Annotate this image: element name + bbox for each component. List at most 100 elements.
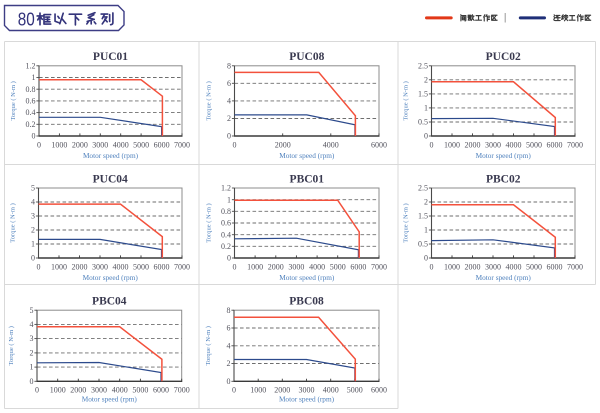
svg-text:Torque ( N-m ): Torque ( N-m ) [205, 203, 212, 242]
svg-text:0: 0 [37, 140, 41, 149]
svg-text:3000: 3000 [92, 262, 108, 271]
svg-text:5000: 5000 [347, 386, 363, 395]
svg-text:Torque ( N-m ): Torque ( N-m ) [402, 81, 409, 120]
svg-text:0: 0 [227, 254, 231, 263]
svg-text:Motor speed (rpm): Motor speed (rpm) [279, 151, 335, 160]
svg-text:1000: 1000 [444, 140, 460, 149]
svg-text:6000: 6000 [350, 262, 366, 271]
svg-text:0: 0 [32, 132, 36, 141]
svg-text:5: 5 [31, 184, 35, 193]
svg-text:1.5: 1.5 [418, 212, 428, 221]
svg-text:0: 0 [424, 132, 428, 141]
svg-text:5: 5 [30, 306, 34, 315]
svg-text:8: 8 [227, 306, 231, 315]
svg-text:2: 2 [30, 349, 34, 358]
svg-text:4: 4 [227, 341, 231, 350]
svg-text:3: 3 [31, 212, 35, 221]
svg-text:PBC04: PBC04 [92, 296, 127, 308]
svg-text:Motor speed (rpm): Motor speed (rpm) [82, 395, 138, 404]
svg-text:7000: 7000 [567, 262, 583, 271]
svg-text:PUC01: PUC01 [93, 51, 128, 63]
svg-text:4000: 4000 [113, 262, 129, 271]
svg-text:6000: 6000 [547, 262, 563, 271]
svg-text:0.8: 0.8 [26, 85, 36, 94]
svg-text:PUC02: PUC02 [486, 51, 521, 63]
svg-text:2: 2 [424, 75, 428, 84]
svg-text:4000: 4000 [323, 386, 339, 395]
svg-text:6: 6 [227, 79, 231, 88]
svg-text:PBC02: PBC02 [486, 173, 521, 185]
svg-text:2000: 2000 [72, 140, 88, 149]
svg-text:3000: 3000 [92, 140, 108, 149]
svg-text:1000: 1000 [444, 262, 460, 271]
svg-text:0.4: 0.4 [221, 230, 231, 239]
svg-text:3000: 3000 [91, 386, 107, 395]
svg-text:4000: 4000 [506, 140, 522, 149]
svg-text:2: 2 [424, 198, 428, 207]
svg-text:5000: 5000 [526, 262, 542, 271]
svg-text:2: 2 [227, 359, 231, 368]
svg-text:1: 1 [227, 195, 231, 204]
svg-text:2.5: 2.5 [418, 184, 428, 193]
svg-text:Torque ( N-m ): Torque ( N-m ) [10, 81, 17, 120]
svg-text:1: 1 [30, 363, 34, 372]
svg-text:1: 1 [31, 240, 35, 249]
svg-text:6000: 6000 [154, 262, 170, 271]
svg-text:5000: 5000 [133, 262, 149, 271]
svg-text:4: 4 [31, 198, 35, 207]
svg-text:Motor speed (rpm): Motor speed (rpm) [279, 395, 335, 404]
svg-text:1000: 1000 [250, 386, 266, 395]
svg-text:3000: 3000 [485, 140, 501, 149]
svg-text:Motor speed (rpm): Motor speed (rpm) [476, 151, 532, 160]
svg-text:0.4: 0.4 [26, 108, 36, 117]
svg-text:0: 0 [233, 262, 237, 271]
svg-text:6: 6 [227, 324, 231, 333]
svg-text:Torque ( N-m ): Torque ( N-m ) [205, 81, 212, 120]
svg-text:0.2: 0.2 [26, 120, 36, 129]
svg-text:Torque ( N-m ): Torque ( N-m ) [402, 203, 409, 242]
svg-text:0: 0 [30, 377, 34, 386]
svg-text:80: 80 [18, 9, 35, 29]
svg-text:2: 2 [227, 114, 231, 123]
svg-text:4: 4 [227, 97, 231, 106]
svg-text:1000: 1000 [247, 262, 263, 271]
svg-text:Torque ( N-m ): Torque ( N-m ) [9, 203, 16, 242]
svg-text:3000: 3000 [299, 386, 315, 395]
svg-text:6000: 6000 [371, 386, 387, 395]
svg-text:1.2: 1.2 [221, 184, 231, 193]
svg-text:2000: 2000 [70, 386, 86, 395]
svg-text:1000: 1000 [51, 262, 67, 271]
svg-text:6000: 6000 [154, 140, 170, 149]
svg-text:0: 0 [233, 140, 237, 149]
svg-text:0: 0 [31, 254, 35, 263]
svg-text:2000: 2000 [465, 140, 481, 149]
svg-text:0: 0 [424, 254, 428, 263]
svg-text:0: 0 [227, 377, 231, 386]
svg-text:1: 1 [424, 226, 428, 235]
svg-text:0: 0 [430, 140, 434, 149]
svg-text:1.5: 1.5 [418, 90, 428, 99]
svg-text:0.8: 0.8 [221, 207, 231, 216]
svg-text:2000: 2000 [275, 140, 291, 149]
svg-text:4000: 4000 [112, 386, 128, 395]
svg-text:1000: 1000 [50, 386, 66, 395]
svg-text:Torque ( N-m ): Torque ( N-m ) [8, 326, 15, 365]
svg-text:PBC01: PBC01 [290, 173, 325, 185]
svg-text:7000: 7000 [174, 386, 190, 395]
svg-text:4: 4 [30, 320, 34, 329]
svg-text:PBC08: PBC08 [289, 296, 324, 308]
svg-text:0.6: 0.6 [221, 219, 231, 228]
svg-text:0.5: 0.5 [418, 240, 428, 249]
svg-text:5000: 5000 [330, 262, 346, 271]
svg-text:2000: 2000 [465, 262, 481, 271]
svg-text:0.2: 0.2 [221, 242, 231, 251]
svg-text:2000: 2000 [268, 262, 284, 271]
svg-text:Motor speed (rpm): Motor speed (rpm) [83, 151, 139, 160]
svg-text:4000: 4000 [323, 140, 339, 149]
svg-text:1.2: 1.2 [26, 61, 36, 70]
svg-text:3: 3 [30, 334, 34, 343]
svg-text:1000: 1000 [51, 140, 67, 149]
svg-text:2000: 2000 [72, 262, 88, 271]
svg-text:3000: 3000 [288, 262, 304, 271]
svg-text:0: 0 [35, 386, 39, 395]
